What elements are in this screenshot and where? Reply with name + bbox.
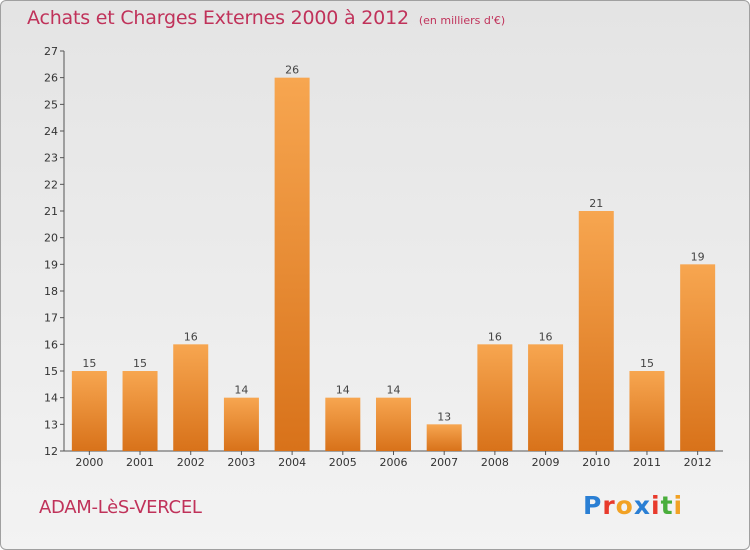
data-label: 13	[437, 410, 451, 423]
data-labels: 15 15 16 14 26 14 14 13 16 16 21 15 19	[82, 64, 704, 424]
x-tick-label: 2011	[633, 456, 661, 469]
y-tick-label: 15	[44, 365, 58, 378]
y-tick-label: 18	[44, 285, 58, 298]
y-tick-label: 12	[44, 445, 58, 458]
logo-letter: i	[651, 491, 661, 520]
bar	[122, 371, 158, 451]
logo-letter: P	[583, 491, 603, 520]
bar	[680, 264, 716, 451]
logo-letter: x	[633, 491, 651, 520]
y-tick-label: 13	[44, 418, 58, 431]
logo-letter: r	[602, 491, 616, 520]
y-tick-label: 24	[44, 125, 58, 138]
data-label: 14	[234, 384, 248, 397]
bars	[71, 77, 716, 452]
x-tick-label: 2012	[684, 456, 712, 469]
bar	[223, 397, 259, 451]
x-tick-label: 2000	[75, 456, 103, 469]
chart-unit: (en milliers d'€)	[418, 14, 506, 27]
y-tick-label: 26	[44, 72, 58, 85]
data-label: 15	[133, 357, 147, 370]
title-row: Achats et Charges Externes 2000 à 2012 (e…	[27, 7, 505, 29]
logo-letter: t	[660, 491, 674, 520]
y-tick-label: 16	[44, 338, 58, 351]
x-tick-label: 2004	[278, 456, 306, 469]
x-tick-label: 2007	[430, 456, 458, 469]
data-label: 26	[285, 64, 299, 77]
commune-name: ADAM-LèS-VERCEL	[39, 497, 202, 518]
chart-title: Achats et Charges Externes 2000 à 2012	[27, 7, 409, 29]
data-label: 14	[336, 384, 350, 397]
y-tick-label: 22	[44, 178, 58, 191]
bar	[274, 77, 310, 452]
bar	[376, 397, 411, 451]
x-tick-label: 2001	[126, 456, 154, 469]
x-tick-label: 2008	[481, 456, 509, 469]
bar	[71, 371, 107, 451]
y-tick-label: 20	[44, 232, 58, 245]
bar	[578, 211, 614, 451]
bar	[528, 344, 564, 451]
x-tick-label: 2009	[532, 456, 560, 469]
y-tick-label: 25	[44, 98, 58, 111]
y-tick-label: 19	[44, 258, 58, 271]
data-label: 14	[387, 384, 401, 397]
logo-letter: o	[615, 491, 634, 520]
x-tick-label: 2006	[380, 456, 408, 469]
data-label: 19	[691, 250, 705, 263]
data-label: 15	[82, 357, 96, 370]
data-label: 16	[488, 330, 502, 343]
x-tick-label: 2003	[227, 456, 255, 469]
data-label: 16	[539, 330, 553, 343]
y-tick-label: 21	[44, 205, 58, 218]
proxiti-logo[interactable]: Proxiti	[583, 491, 683, 520]
y-tick-label: 23	[44, 152, 58, 165]
bar	[629, 371, 665, 451]
x-tick-label: 2005	[329, 456, 357, 469]
data-label: 21	[589, 197, 603, 210]
bar	[477, 344, 513, 451]
y-tick-label: 17	[44, 312, 58, 325]
data-label: 16	[184, 330, 198, 343]
y-tick-label: 14	[44, 392, 58, 405]
bar	[426, 424, 462, 451]
bar	[173, 344, 209, 451]
x-tick-label: 2010	[582, 456, 610, 469]
bar	[325, 397, 361, 451]
x-tick-label: 2002	[177, 456, 205, 469]
logo-letter: i	[673, 491, 684, 520]
data-label: 15	[640, 357, 654, 370]
y-tick-label: 27	[44, 45, 58, 58]
